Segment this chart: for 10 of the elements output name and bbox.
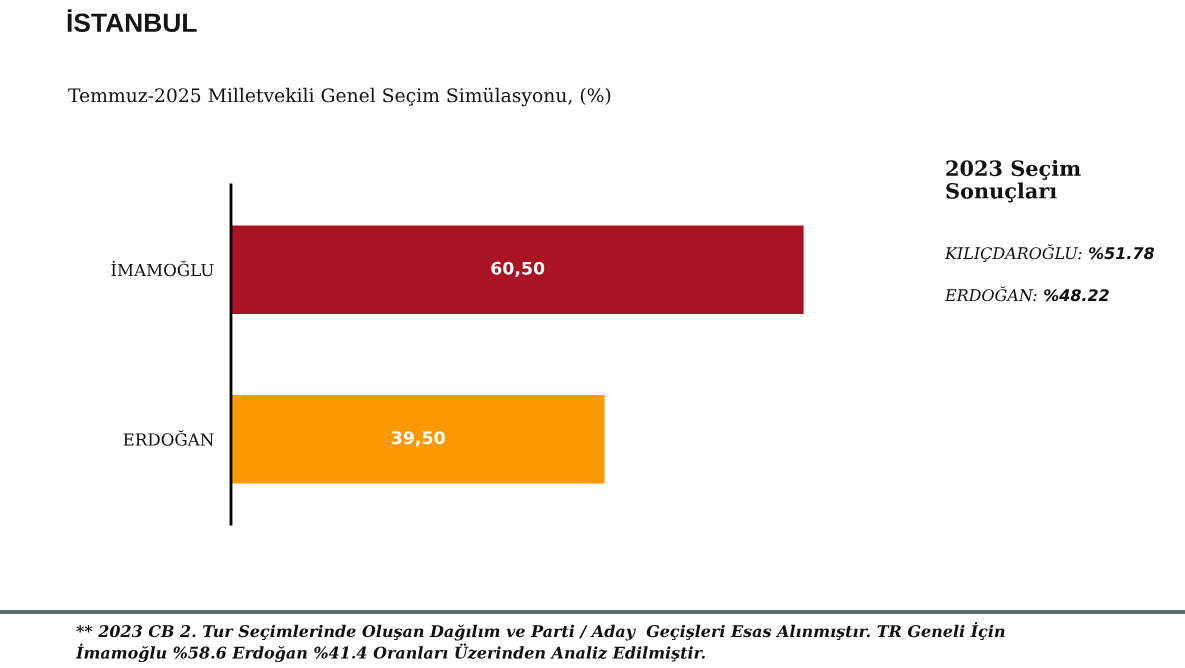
chart-title: İSTANBUL	[67, 9, 197, 33]
data-label: 39,50	[391, 431, 445, 447]
text: ** 2023 CB 2. Tur Seçimlerinde Oluşan Dağılım ve Parti / Aday Geçişleri Esas Alınmıştır. TR Geneli İçin İmamoğlu %58.6 Erdoğan %41.4 Oranları Üzerinden Analiz Edilmiştir.	[75, 622, 1005, 663]
text: 2023 Seçim Sonuçları	[946, 160, 1081, 203]
y-tick-label: ERDOĞAN	[123, 430, 214, 446]
text: KILIÇDAROĞLU: %51.78	[944, 244, 1155, 263]
text: ERDOĞAN: %48.22	[944, 286, 1109, 302]
chart-subtitle: Temmuz-2025 Milletvekili Genel Seçim Simülasyonu, (%)	[68, 87, 611, 107]
y-tick-label: İMAMOĞLU	[111, 260, 214, 277]
data-label: 60,50	[491, 261, 545, 278]
